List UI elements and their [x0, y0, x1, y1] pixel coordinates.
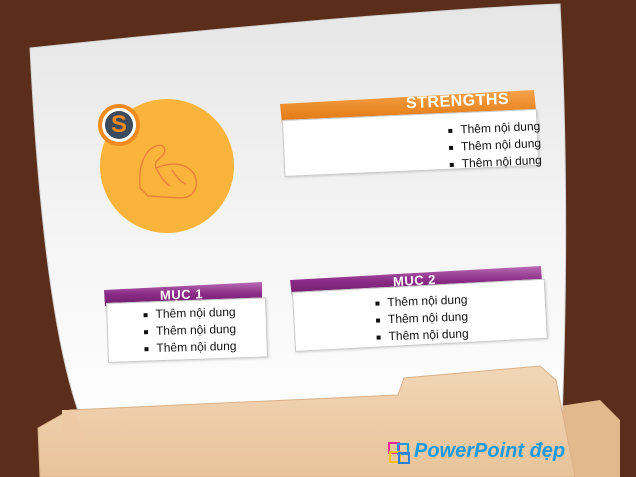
list-item[interactable]: Thêm nội dung — [144, 338, 236, 357]
muc1-title[interactable]: MỤC 1 — [159, 286, 204, 303]
flexed-arm-icon — [138, 144, 198, 199]
strengths-list: Thêm nội dung Thêm nội dung Thêm nội dun… — [448, 118, 542, 173]
strengths-letter: S — [110, 111, 127, 138]
folder-front — [37, 365, 576, 477]
letter-s-badge-icon — [98, 104, 140, 146]
list-item[interactable]: Thêm nội dung — [376, 325, 469, 345]
muc2-title[interactable]: MỤC 2 — [392, 271, 437, 290]
muc1-list: Thêm nội dung Thêm nội dung Thêm nội dun… — [143, 304, 236, 357]
muc2-list: Thêm nội dung Thêm nội dung Thêm nội dun… — [375, 291, 469, 345]
strengths-title-bar — [280, 90, 536, 124]
ppt-logo-icon — [388, 442, 410, 464]
brand-logo-text: PowerPoint đẹp — [414, 440, 566, 462]
